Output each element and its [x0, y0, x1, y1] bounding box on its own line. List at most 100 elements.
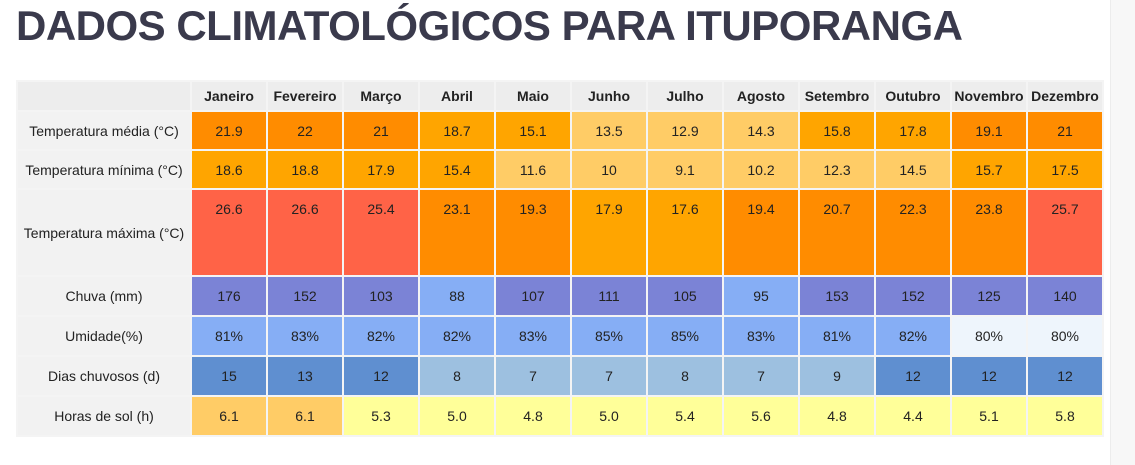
row-label: Umidade(%) [16, 315, 192, 357]
value-cell: 15 [190, 355, 268, 397]
value-cell: 17.9 [570, 188, 648, 277]
value-cell: 5.6 [722, 395, 800, 437]
row-label: Horas de sol (h) [16, 395, 192, 437]
value-cell: 7 [494, 355, 572, 397]
row-label: Dias chuvosos (d) [16, 355, 192, 397]
row-dias-chuvosos: Dias chuvosos (d) 15 13 12 8 7 7 8 7 9 12 12 12 [16, 355, 1104, 397]
value-cell: 152 [874, 275, 952, 317]
value-cell: 12 [342, 355, 420, 397]
month-header: Julho [646, 80, 724, 112]
value-cell: 4.8 [798, 395, 876, 437]
value-cell: 21 [1026, 110, 1104, 151]
row-umidade: Umidade(%) 81% 83% 82% 82% 83% 85% 85% 83% 81% 82%… [16, 315, 1104, 357]
value-cell: 26.6 [190, 188, 268, 277]
month-header: Dezembro [1026, 80, 1104, 112]
value-cell: 4.4 [874, 395, 952, 437]
value-cell: 25.4 [342, 188, 420, 277]
row-temperatura-minima: Temperatura mínima (°C) 18.6 18.8 17.9 15.4 1… [16, 149, 1104, 190]
header-row: Janeiro Fevereiro Março Abril Maio Junho… [16, 80, 1104, 112]
value-cell: 18.7 [418, 110, 496, 151]
month-header: Fevereiro [266, 80, 344, 112]
month-header: Outubro [874, 80, 952, 112]
month-header: Maio [494, 80, 572, 112]
value-cell: 82% [418, 315, 496, 357]
value-cell: 23.1 [418, 188, 496, 277]
value-cell: 25.7 [1026, 188, 1104, 277]
value-cell: 5.4 [646, 395, 724, 437]
value-cell: 10 [570, 149, 648, 190]
value-cell: 176 [190, 275, 268, 317]
value-cell: 11.6 [494, 149, 572, 190]
value-cell: 21 [342, 110, 420, 151]
value-cell: 81% [190, 315, 268, 357]
value-cell: 19.3 [494, 188, 572, 277]
row-temperatura-maxima: Temperatura máxima (°C) 26.6 26.6 25.4 23.1 1… [16, 188, 1104, 277]
month-header: Janeiro [190, 80, 268, 112]
month-header: Junho [570, 80, 648, 112]
value-cell: 14.5 [874, 149, 952, 190]
value-cell: 105 [646, 275, 724, 317]
header-corner [16, 80, 192, 112]
value-cell: 83% [266, 315, 344, 357]
row-label: Chuva (mm) [16, 275, 192, 317]
value-cell: 10.2 [722, 149, 800, 190]
value-cell: 15.1 [494, 110, 572, 151]
climate-table-body: Temperatura média (°C) 21.9 22 21 18.7 15.1 13… [16, 110, 1104, 437]
value-cell: 9.1 [646, 149, 724, 190]
value-cell: 12 [874, 355, 952, 397]
row-temperatura-media: Temperatura média (°C) 21.9 22 21 18.7 15.1 13… [16, 110, 1104, 151]
value-cell: 6.1 [190, 395, 268, 437]
value-cell: 4.8 [494, 395, 572, 437]
value-cell: 5.0 [570, 395, 648, 437]
value-cell: 82% [342, 315, 420, 357]
value-cell: 23.8 [950, 188, 1028, 277]
value-cell: 7 [570, 355, 648, 397]
value-cell: 12 [1026, 355, 1104, 397]
value-cell: 81% [798, 315, 876, 357]
row-label: Temperatura máxima (°C) [16, 188, 192, 277]
value-cell: 18.6 [190, 149, 268, 190]
value-cell: 19.4 [722, 188, 800, 277]
value-cell: 8 [418, 355, 496, 397]
value-cell: 88 [418, 275, 496, 317]
value-cell: 15.4 [418, 149, 496, 190]
value-cell: 125 [950, 275, 1028, 317]
row-label: Temperatura média (°C) [16, 110, 192, 151]
page-title: DADOS CLIMATOLÓGICOS PARA ITUPORANGA [16, 2, 963, 49]
value-cell: 20.7 [798, 188, 876, 277]
value-cell: 22.3 [874, 188, 952, 277]
value-cell: 19.1 [950, 110, 1028, 151]
value-cell: 153 [798, 275, 876, 317]
value-cell: 5.8 [1026, 395, 1104, 437]
value-cell: 13.5 [570, 110, 648, 151]
value-cell: 22 [266, 110, 344, 151]
month-header: Agosto [722, 80, 800, 112]
value-cell: 12.9 [646, 110, 724, 151]
row-chuva: Chuva (mm) 176 152 103 88 107 111 105 95 153 152 12… [16, 275, 1104, 317]
value-cell: 85% [570, 315, 648, 357]
value-cell: 17.6 [646, 188, 724, 277]
value-cell: 15.8 [798, 110, 876, 151]
value-cell: 9 [798, 355, 876, 397]
value-cell: 14.3 [722, 110, 800, 151]
value-cell: 12.3 [798, 149, 876, 190]
value-cell: 8 [646, 355, 724, 397]
month-header: Setembro [798, 80, 876, 112]
value-cell: 17.5 [1026, 149, 1104, 190]
value-cell: 107 [494, 275, 572, 317]
value-cell: 111 [570, 275, 648, 317]
value-cell: 13 [266, 355, 344, 397]
value-cell: 6.1 [266, 395, 344, 437]
value-cell: 5.1 [950, 395, 1028, 437]
value-cell: 5.0 [418, 395, 496, 437]
value-cell: 83% [494, 315, 572, 357]
value-cell: 95 [722, 275, 800, 317]
month-header: Novembro [950, 80, 1028, 112]
value-cell: 17.9 [342, 149, 420, 190]
value-cell: 152 [266, 275, 344, 317]
value-cell: 80% [1026, 315, 1104, 357]
value-cell: 83% [722, 315, 800, 357]
value-cell: 7 [722, 355, 800, 397]
row-horas-de-sol: Horas de sol (h) 6.1 6.1 5.3 5.0 4.8 5.0 5.4 5.6… [16, 395, 1104, 437]
